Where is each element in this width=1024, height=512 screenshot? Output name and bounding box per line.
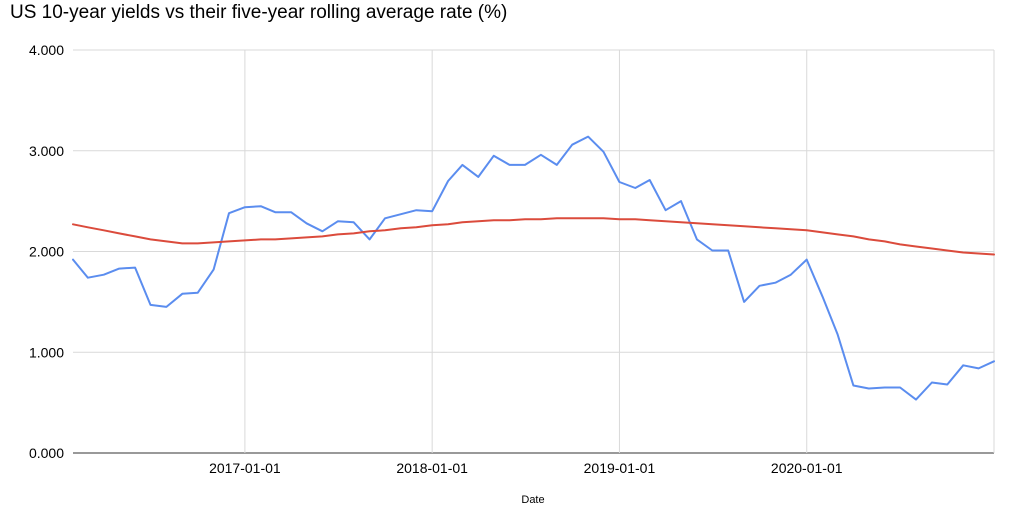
chart-title: US 10-year yields vs their five-year rol… (10, 2, 508, 23)
x-axis-title: Date (521, 494, 544, 506)
series-lines (72, 135, 995, 401)
y-tick-label: 2.000 (29, 244, 64, 260)
x-tick-label: 2018-01-01 (396, 460, 468, 476)
x-tick-label: 2017-01-01 (209, 460, 281, 476)
y-tick-label: 1.000 (29, 344, 64, 360)
yield-series-line (72, 135, 995, 401)
rolling-average-series-line (72, 217, 995, 256)
y-axis-ticks: 0.000 1.000 2.000 3.000 4.000 (29, 42, 64, 461)
y-tick-label: 0.000 (29, 445, 64, 461)
x-tick-label: 2019-01-01 (584, 460, 656, 476)
grid-lines (73, 49, 995, 454)
y-tick-label: 4.000 (29, 42, 64, 58)
x-tick-label: 2020-01-01 (771, 460, 843, 476)
y-tick-label: 3.000 (29, 143, 64, 159)
x-axis-ticks: 2017-01-01 2018-01-01 2019-01-01 2020-01-01 (209, 460, 843, 476)
